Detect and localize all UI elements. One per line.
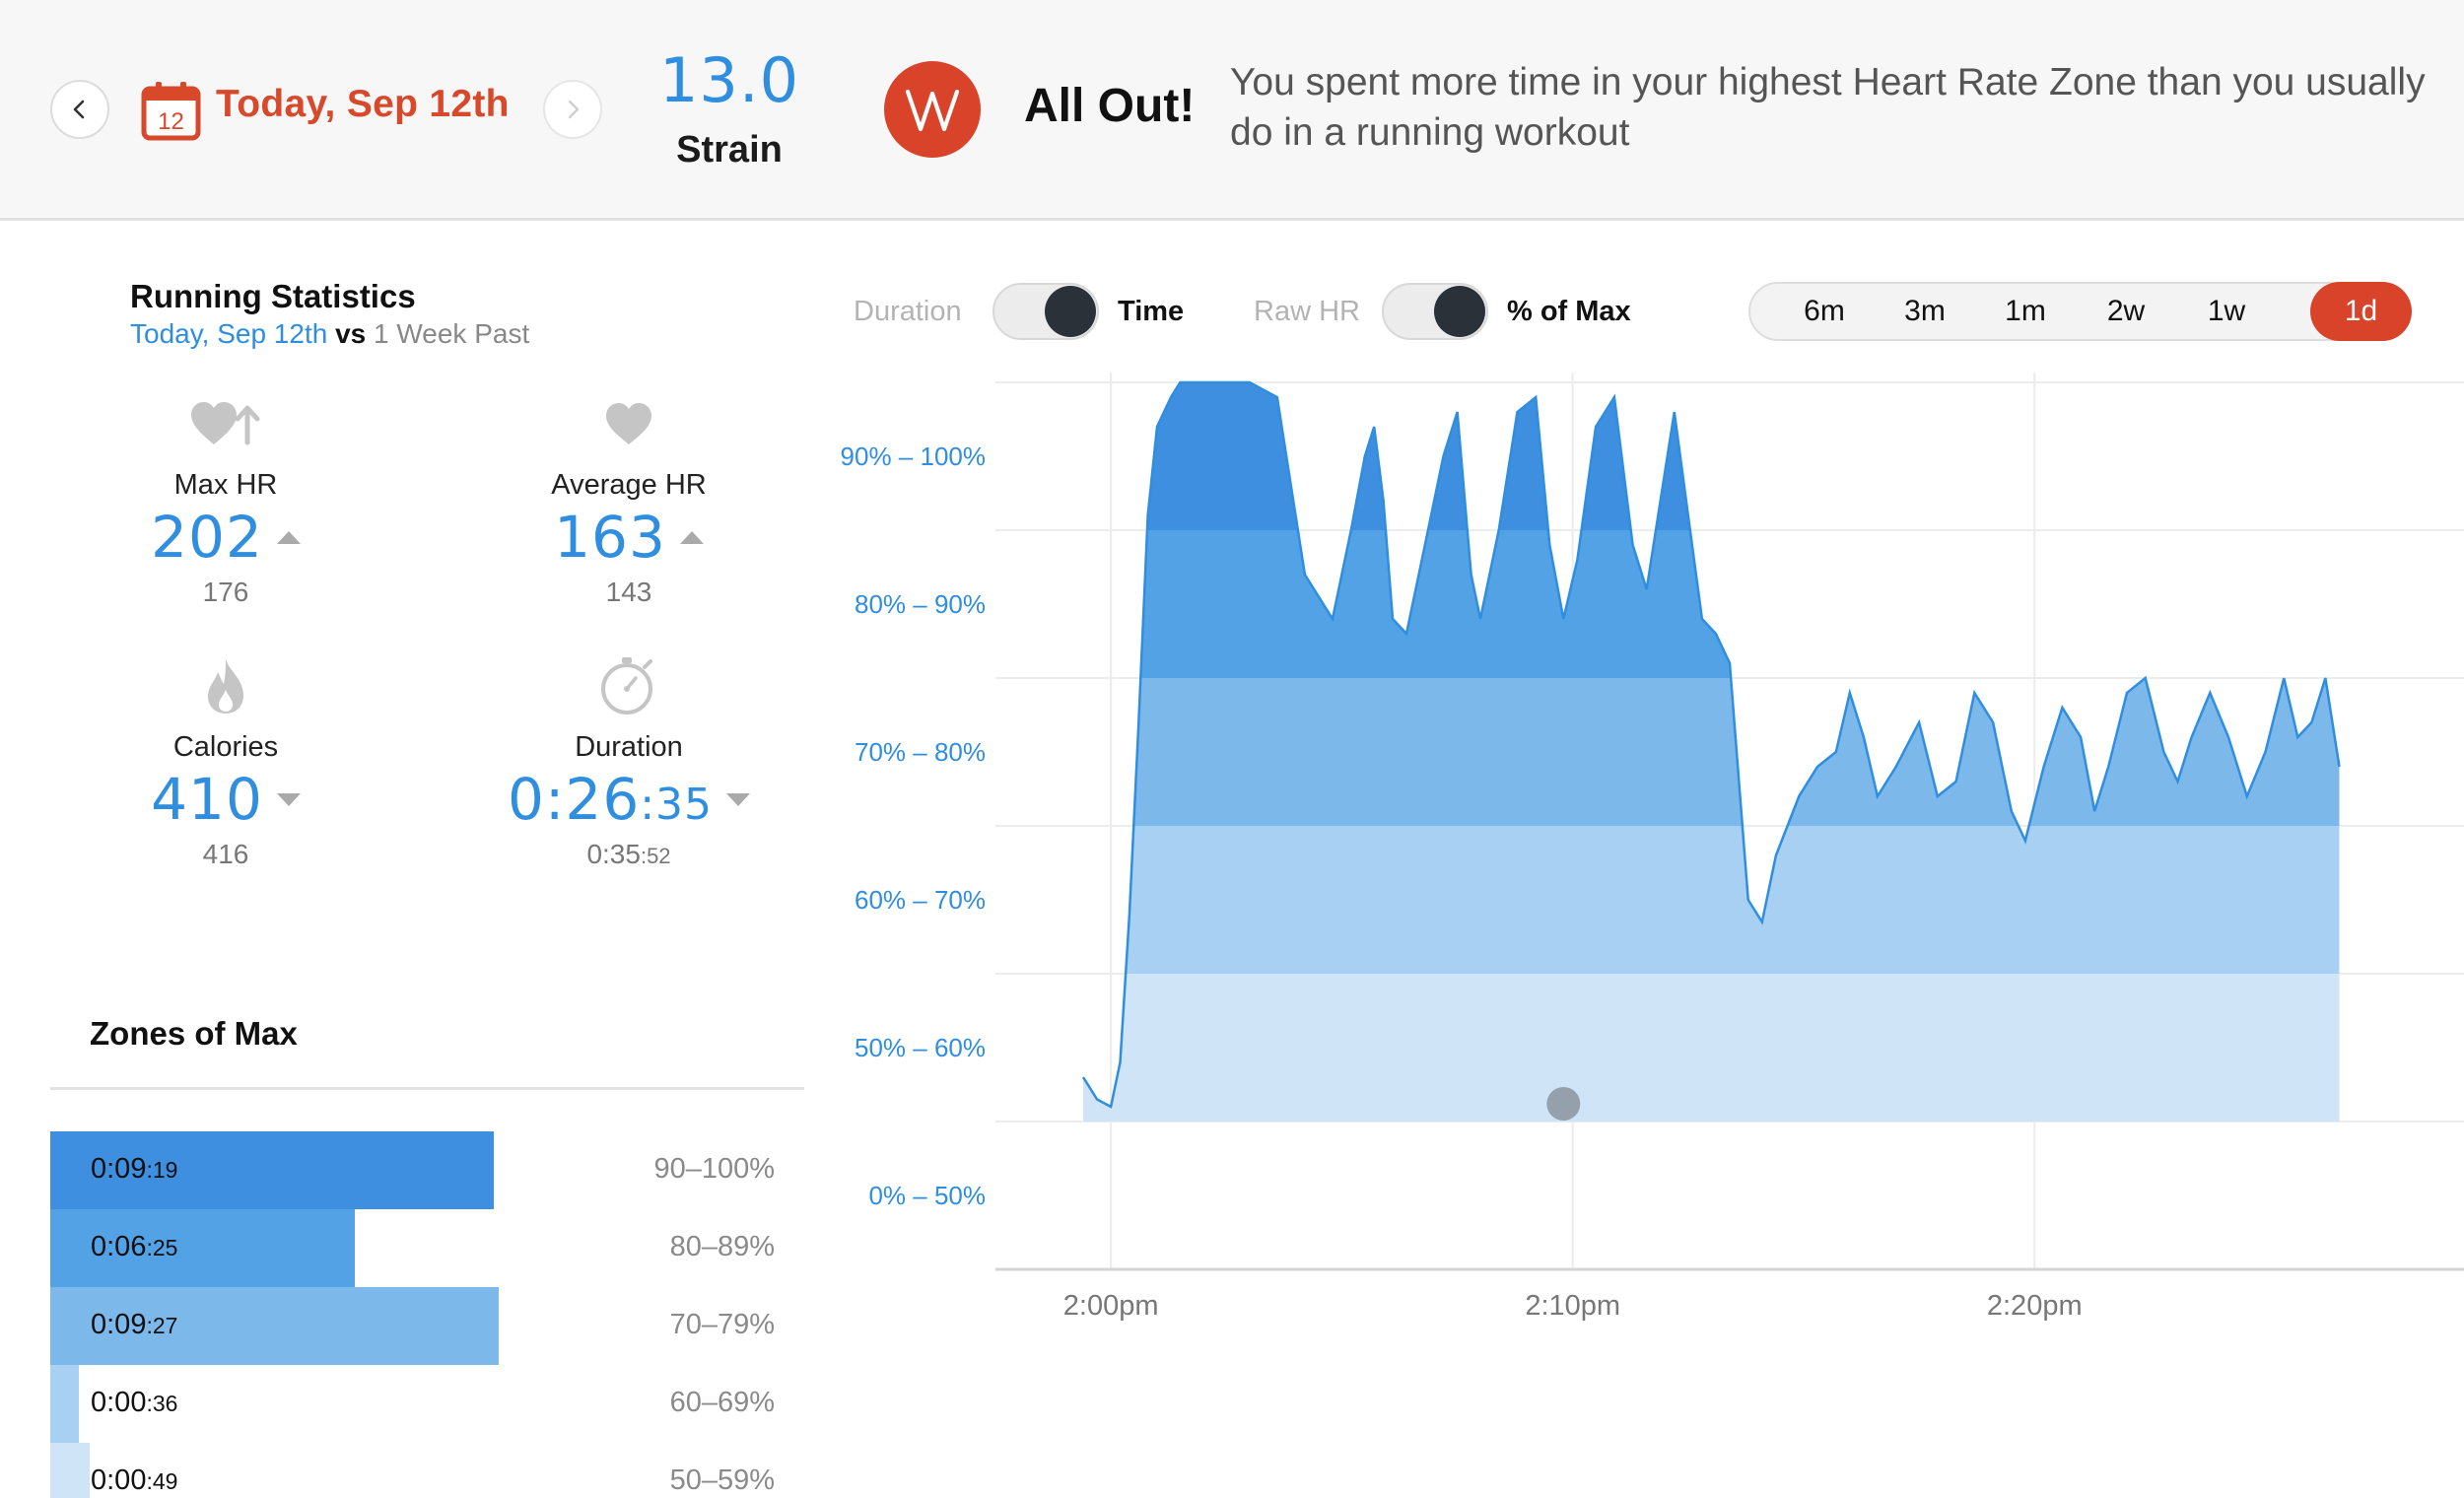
zone-time: 0:06:25 — [91, 1231, 178, 1262]
next-day-button[interactable] — [543, 80, 602, 139]
max-hr-stat: Max HR 202 176 — [48, 392, 403, 608]
average-hr-previous: 143 — [605, 577, 652, 607]
scrub-marker — [1546, 1087, 1581, 1121]
stopwatch-icon — [601, 657, 652, 715]
zone-bar — [50, 1365, 80, 1443]
trend-down-icon — [726, 792, 751, 806]
badge-message: You spent more time in your highest Hear… — [1230, 61, 2426, 154]
date-label[interactable]: Today, Sep 12th — [216, 83, 510, 125]
toggle-time-label[interactable]: Time — [1118, 296, 1185, 327]
range-1d-button[interactable]: 1d — [2310, 282, 2412, 341]
zone-time: 0:09:27 — [91, 1309, 178, 1340]
average-hr-label: Average HR — [551, 469, 707, 501]
zone-time: 0:00:36 — [91, 1387, 178, 1418]
zone-row: 0:00:49 50–59% — [50, 1443, 804, 1498]
range-2w-button[interactable]: 2w — [2106, 295, 2146, 327]
heart-up-icon — [191, 402, 260, 445]
duration-previous-seconds: :52 — [640, 844, 671, 868]
calories-value: 410 — [151, 766, 263, 833]
calendar-day-number: 12 — [158, 108, 184, 135]
trend-up-icon — [679, 530, 704, 544]
y-zone-label: 60% – 70% — [855, 885, 986, 915]
duration-value-main: 0:26 — [507, 766, 641, 833]
y-zone-label: 0% – 50% — [868, 1181, 986, 1210]
duration-label: Duration — [575, 731, 683, 763]
duration-previous-main: 0:35 — [586, 839, 641, 869]
toggle-knob — [1434, 286, 1485, 337]
hr-zone-band — [1083, 974, 2340, 1122]
toggle-percent-max-label[interactable]: % of Max — [1507, 296, 1631, 327]
zone-row: 0:09:19 90–100% — [50, 1131, 804, 1209]
previous-day-button[interactable] — [50, 80, 109, 139]
zone-time: 0:00:49 — [91, 1464, 178, 1496]
trend-up-icon — [276, 530, 301, 544]
compare-today: Today, Sep 12th — [130, 318, 328, 349]
toggle-raw-hr-label[interactable]: Raw HR — [1254, 296, 1360, 327]
range-6m-button[interactable]: 6m — [1804, 295, 1845, 327]
max-hr-label: Max HR — [173, 469, 278, 501]
zones-title: Zones of Max — [90, 1015, 298, 1052]
hr-zone-band — [1083, 382, 2340, 530]
strain-label: Strain — [676, 129, 783, 170]
calories-stat: Calories 410 416 — [48, 654, 403, 870]
zone-bar — [50, 1131, 494, 1209]
zone-range-label: 80–89% — [669, 1231, 775, 1262]
zones-divider — [50, 1087, 804, 1090]
running-statistics-title: Running Statistics — [130, 278, 416, 314]
calendar-icon[interactable]: 12 — [141, 81, 201, 141]
chevron-right-icon — [568, 100, 580, 119]
range-3m-button[interactable]: 3m — [1904, 295, 1946, 327]
toggle-duration-label[interactable]: Duration — [854, 296, 962, 327]
hr-zone-band — [1083, 678, 2340, 826]
x-tick-label: 2:10pm — [1525, 1290, 1620, 1322]
zone-bar — [50, 1209, 356, 1287]
compare-vs: vs — [335, 318, 367, 349]
chevron-left-icon — [73, 100, 85, 119]
strain-value: 13.0 — [658, 44, 800, 116]
zone-time: 0:09:19 — [91, 1153, 178, 1185]
calories-previous: 416 — [202, 839, 249, 869]
y-zone-label: 50% – 60% — [855, 1033, 986, 1062]
zone-bar — [50, 1443, 90, 1498]
average-hr-stat: Average HR 163 143 — [451, 392, 806, 608]
header-bar: 12 Today, Sep 12th 13.0 Strain All Out! … — [0, 0, 2464, 221]
x-tick-label: 2:00pm — [1063, 1290, 1159, 1322]
duration-stat: Duration 0:26:35 0:35:52 — [451, 654, 806, 870]
max-hr-previous: 176 — [202, 577, 249, 607]
y-zone-label: 90% – 100% — [841, 442, 986, 471]
zone-bar — [50, 1287, 500, 1365]
zone-row: 0:06:25 80–89% — [50, 1209, 804, 1287]
hr-area-group — [1083, 382, 2340, 1122]
hr-zone-band — [1083, 530, 2340, 678]
y-zone-label: 70% – 80% — [855, 737, 986, 767]
time-range-selector: 6m 3m 1m 2w 1w 1d — [1748, 282, 2412, 341]
heart-icon — [606, 403, 651, 444]
max-hr-value: 202 — [151, 504, 263, 571]
badge-title: All Out! — [1024, 80, 1196, 132]
raw-hr-percent-toggle[interactable] — [1382, 283, 1488, 340]
zone-range-label: 50–59% — [669, 1464, 775, 1496]
whoop-logo-icon — [884, 61, 981, 158]
comparison-subtitle: Today, Sep 12th vs 1 Week Past — [130, 318, 529, 350]
x-tick-label: 2:20pm — [1987, 1290, 2083, 1322]
zone-row: 0:00:36 60–69% — [50, 1365, 804, 1443]
zone-range-label: 60–69% — [669, 1387, 775, 1418]
toggle-knob — [1045, 286, 1096, 337]
trend-down-icon — [276, 792, 301, 806]
calories-label: Calories — [172, 731, 279, 763]
range-1m-button[interactable]: 1m — [2005, 295, 2046, 327]
hr-zone-band — [1083, 826, 2340, 974]
compare-past: 1 Week Past — [374, 318, 530, 349]
zone-range-label: 90–100% — [653, 1153, 775, 1185]
heart-rate-chart: 0% – 50% 50% – 60% 60% – 70% 70% – 80% 80% –… — [841, 373, 2464, 1322]
zone-range-label: 70–79% — [669, 1309, 775, 1340]
range-1w-button[interactable]: 1w — [2207, 295, 2246, 327]
flame-icon — [208, 658, 243, 714]
duration-value-seconds: :35 — [640, 780, 714, 830]
y-zone-label: 80% – 90% — [855, 589, 986, 619]
duration-time-toggle[interactable] — [992, 283, 1099, 340]
zone-row: 0:09:27 70–79% — [50, 1287, 804, 1365]
hr-series-line — [1081, 380, 2341, 1109]
average-hr-value: 163 — [554, 504, 666, 571]
